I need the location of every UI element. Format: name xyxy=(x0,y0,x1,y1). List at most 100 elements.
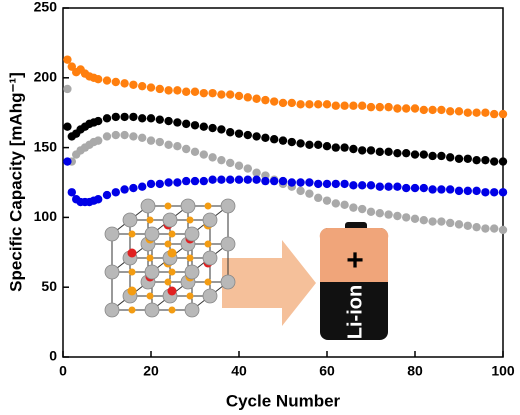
battery-top xyxy=(319,227,389,282)
data-point xyxy=(393,182,402,191)
data-point xyxy=(419,183,428,193)
atom xyxy=(164,240,172,248)
data-point xyxy=(270,97,279,106)
data-point xyxy=(173,142,182,151)
atom xyxy=(184,226,200,242)
data-point xyxy=(138,133,147,143)
data-point xyxy=(199,150,208,159)
y-tick-label: 250 xyxy=(34,0,58,15)
data-point xyxy=(349,203,358,212)
data-point xyxy=(270,135,279,144)
x-tick-label: 100 xyxy=(491,363,515,379)
data-point xyxy=(67,188,77,197)
data-point xyxy=(410,183,420,193)
data-point xyxy=(393,211,402,221)
data-point xyxy=(146,136,156,145)
data-point xyxy=(252,94,261,103)
data-point xyxy=(234,129,244,138)
data-point xyxy=(384,147,393,156)
atom xyxy=(220,236,236,252)
data-point xyxy=(287,98,296,108)
data-point xyxy=(190,176,200,186)
data-point xyxy=(437,185,446,194)
data-point xyxy=(402,213,411,222)
inset: + Li-ion xyxy=(104,198,389,340)
data-point xyxy=(454,220,464,229)
atom xyxy=(128,306,136,314)
data-point xyxy=(314,100,323,109)
data-point xyxy=(384,210,393,219)
data-point xyxy=(340,179,349,189)
data-point xyxy=(305,100,314,109)
data-point xyxy=(349,181,358,190)
atom xyxy=(144,302,160,318)
data-point xyxy=(226,158,235,168)
data-point xyxy=(419,105,428,115)
data-point xyxy=(446,218,455,228)
data-point xyxy=(199,176,208,186)
data-point xyxy=(199,88,208,98)
data-point xyxy=(358,204,367,214)
data-point xyxy=(419,215,428,225)
data-point xyxy=(129,112,138,122)
data-point xyxy=(402,183,411,193)
data-point xyxy=(129,132,138,141)
atom xyxy=(168,230,176,238)
data-point xyxy=(278,136,288,145)
data-point xyxy=(252,132,261,141)
atom xyxy=(186,292,194,300)
data-point xyxy=(340,200,349,210)
data-point xyxy=(393,148,402,158)
data-point xyxy=(173,118,182,127)
data-point xyxy=(94,195,103,204)
data-point xyxy=(366,102,376,112)
data-point xyxy=(384,102,393,112)
atom xyxy=(127,286,137,296)
data-point xyxy=(410,214,420,223)
data-point xyxy=(234,161,244,170)
y-tick-label: 100 xyxy=(34,208,58,224)
data-point xyxy=(498,188,508,197)
data-point xyxy=(375,147,384,156)
data-point xyxy=(190,121,200,130)
data-point xyxy=(358,146,367,155)
atom xyxy=(220,198,236,214)
data-point xyxy=(63,84,72,94)
data-point xyxy=(375,182,384,191)
data-point xyxy=(278,176,288,186)
data-point xyxy=(243,93,252,102)
data-point xyxy=(164,140,173,150)
atom xyxy=(144,264,160,280)
data-point xyxy=(472,222,481,232)
atom xyxy=(167,248,177,258)
data-point xyxy=(366,181,376,190)
atom xyxy=(204,240,212,248)
data-point xyxy=(287,137,296,147)
data-point xyxy=(287,178,296,187)
atom xyxy=(202,250,218,266)
data-point xyxy=(120,79,129,88)
data-point xyxy=(314,140,323,150)
data-point xyxy=(217,90,226,99)
data-point xyxy=(173,86,182,95)
data-point xyxy=(102,76,112,85)
data-point xyxy=(120,185,129,194)
atom xyxy=(128,230,136,238)
data-point xyxy=(217,175,226,184)
atom xyxy=(186,216,194,224)
data-point xyxy=(428,185,437,194)
y-tick-label: 50 xyxy=(41,278,57,294)
data-point xyxy=(331,199,340,208)
data-point xyxy=(437,105,446,115)
atom xyxy=(146,292,154,300)
data-point xyxy=(111,130,121,140)
data-point xyxy=(402,104,411,113)
data-point xyxy=(252,175,261,184)
data-point xyxy=(217,155,226,165)
data-point xyxy=(410,150,420,159)
data-point xyxy=(155,115,164,124)
data-point xyxy=(138,81,147,91)
data-point xyxy=(208,153,217,162)
data-point xyxy=(428,217,437,226)
